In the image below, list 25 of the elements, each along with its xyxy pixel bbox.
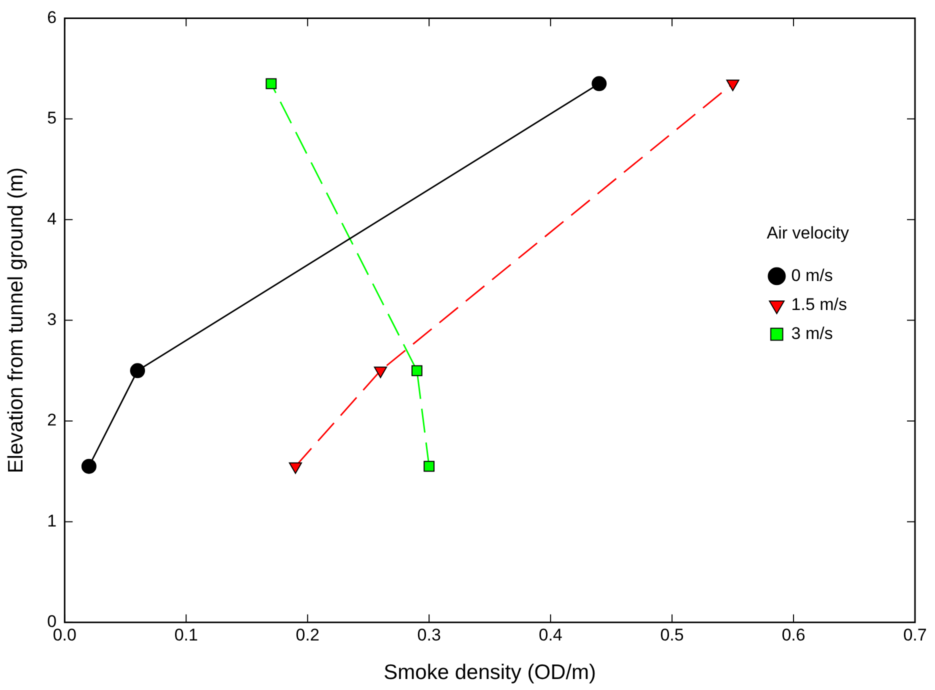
x-tick-label: 0.3 [417,625,441,644]
x-axis-title: Smoke density (OD/m) [384,661,596,684]
point [592,76,607,92]
point [424,460,435,472]
y-axis-title: Elevation from tunnel ground (m) [4,167,28,474]
point [266,78,277,90]
point [411,365,422,376]
x-tick-label: 0.7 [903,625,927,644]
y-tick-label: 6 [47,8,57,27]
x-tick-label: 0.1 [174,625,198,644]
legend-label: 1.5 m/s [791,294,848,314]
x-tick-label: 0.5 [660,625,684,644]
x-tick-label: 0.6 [782,625,806,644]
x-tick-label: 0.4 [538,625,562,644]
y-tick-label: 1 [47,511,57,530]
legend-label: 3 m/s [791,324,833,343]
y-tick-label: 2 [47,410,57,430]
x-tick-label: 0.2 [296,625,320,644]
y-tick-label: 5 [47,108,57,128]
legend-label: 0 m/s [791,266,833,285]
point [130,363,146,378]
legend-title: Air velocity [766,223,850,242]
point [81,458,96,474]
y-tick-label: 3 [47,310,57,329]
y-tick-label: 4 [47,209,57,228]
